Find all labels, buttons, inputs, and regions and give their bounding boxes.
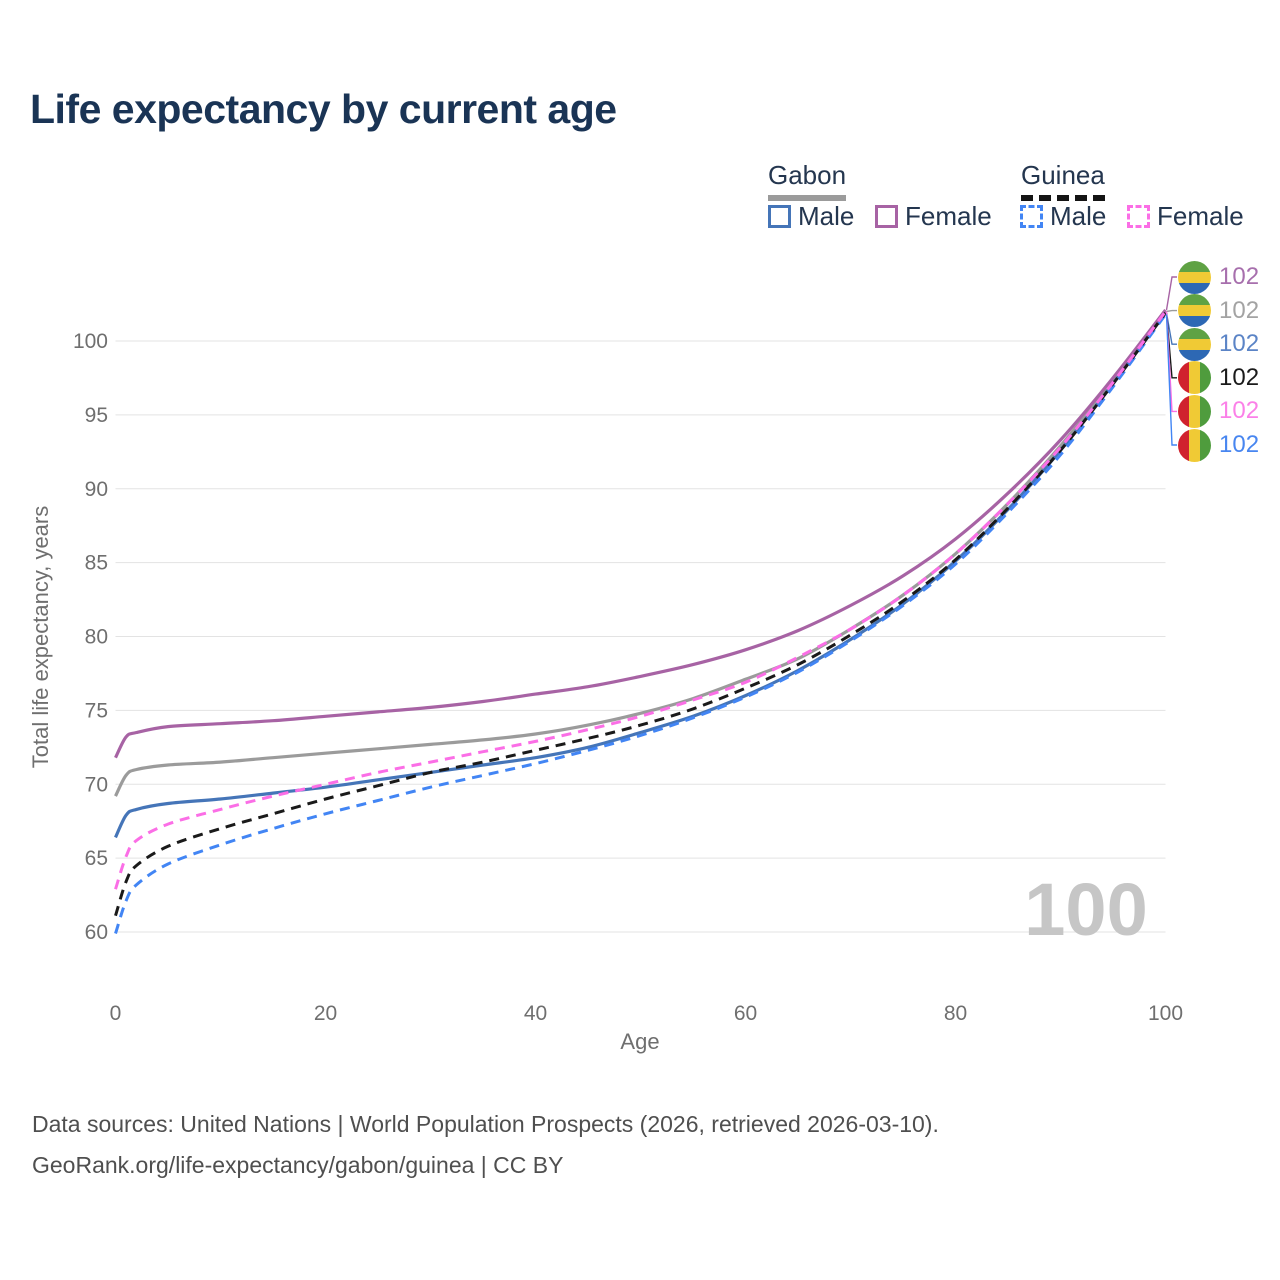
series-line-guinea-male[interactable] xyxy=(114,313,1167,934)
series-line-gabon-male[interactable] xyxy=(114,311,1167,839)
end-value-label: 102 xyxy=(1219,397,1260,425)
series-line-gabon-female[interactable] xyxy=(114,309,1167,759)
age-counter-watermark: 100 xyxy=(1024,868,1147,951)
footer: Data sources: United Nations | World Pop… xyxy=(32,1104,939,1186)
legend-item-label: Male xyxy=(1050,201,1107,231)
gabon-female-swatch-icon xyxy=(875,205,898,228)
y-axis-title: Total life expectancy, years xyxy=(28,506,53,769)
y-tick-label: 70 xyxy=(85,773,108,796)
y-tick-label: 85 xyxy=(85,552,108,575)
x-axis-tick-labels: 0 20 40 60 80 100 xyxy=(110,1002,1183,1025)
x-tick-label: 0 xyxy=(110,1002,122,1025)
gabon-flag-icon xyxy=(1178,294,1211,328)
end-label-gabon-both-sexes[interactable]: 102 xyxy=(1178,294,1260,328)
y-tick-label: 65 xyxy=(85,847,108,870)
end-label-guinea-both-sexes[interactable]: 102 xyxy=(1178,361,1260,395)
y-tick-label: 95 xyxy=(85,404,108,427)
end-value-label: 102 xyxy=(1219,330,1260,358)
leader-line xyxy=(1165,314,1177,446)
y-tick-label: 80 xyxy=(85,626,108,649)
end-value-label: 102 xyxy=(1219,296,1260,324)
gabon-flag-icon xyxy=(1178,260,1211,294)
gabon-male-swatch-icon xyxy=(768,205,791,228)
data-source-note: Data sources: United Nations | World Pop… xyxy=(32,1111,939,1137)
x-axis-title: Age xyxy=(620,1029,659,1054)
end-value-label: 102 xyxy=(1219,363,1260,391)
gabon-flag-icon xyxy=(1178,327,1211,361)
leader-line xyxy=(1165,276,1177,311)
guinea-male-swatch-icon xyxy=(1020,205,1043,228)
x-tick-label: 20 xyxy=(314,1002,337,1025)
leader-line xyxy=(1166,309,1177,313)
legend-item-guinea-female[interactable]: Female xyxy=(1127,201,1244,232)
end-label-gabon-female[interactable]: 102 xyxy=(1178,260,1260,294)
gridlines xyxy=(115,340,1166,933)
y-tick-label: 100 xyxy=(73,330,108,353)
leader-line xyxy=(1165,312,1177,345)
legend-item-label: Female xyxy=(1157,201,1244,231)
x-tick-label: 60 xyxy=(734,1002,757,1025)
end-label-gabon-male[interactable]: 102 xyxy=(1178,327,1260,361)
label-leader-lines xyxy=(1165,276,1177,446)
legend-country-gabon[interactable]: Gabon xyxy=(768,160,847,201)
x-tick-label: 100 xyxy=(1148,1002,1183,1025)
guinea-female-swatch-icon xyxy=(1127,205,1150,228)
legend-item-gabon-female[interactable]: Female xyxy=(875,201,992,232)
series-line-gabon-both-sexes[interactable] xyxy=(114,310,1167,797)
legend-item-label: Female xyxy=(905,201,992,231)
guinea-flag-icon xyxy=(1178,394,1211,428)
legend-item-gabon-male[interactable]: Male xyxy=(768,201,854,232)
end-value-label: 102 xyxy=(1219,431,1260,458)
y-axis-tick-labels: 60 65 70 75 80 85 90 95 100 xyxy=(73,330,108,944)
series-lines xyxy=(114,309,1167,934)
end-value-label: 102 xyxy=(1219,263,1260,290)
legend-item-guinea-male[interactable]: Male xyxy=(1020,201,1106,232)
end-label-guinea-male[interactable]: 102 xyxy=(1178,428,1260,462)
legend-country-guinea[interactable]: Guinea xyxy=(1021,160,1105,201)
series-line-guinea-both-sexes[interactable] xyxy=(114,312,1167,917)
y-tick-label: 75 xyxy=(85,699,108,722)
page-title: Life expectancy by current age xyxy=(30,86,617,132)
x-tick-label: 80 xyxy=(944,1002,967,1025)
y-tick-label: 60 xyxy=(85,921,108,944)
attribution-note: GeoRank.org/life-expectancy/gabon/guinea… xyxy=(32,1152,564,1178)
end-label-guinea-female[interactable]: 102 xyxy=(1178,394,1260,428)
series-line-guinea-female[interactable] xyxy=(114,310,1167,890)
guinea-flag-icon xyxy=(1178,361,1211,395)
legend-item-label: Male xyxy=(798,201,855,231)
guinea-flag-icon xyxy=(1178,428,1211,462)
y-tick-label: 90 xyxy=(85,478,108,501)
x-tick-label: 40 xyxy=(524,1002,547,1025)
